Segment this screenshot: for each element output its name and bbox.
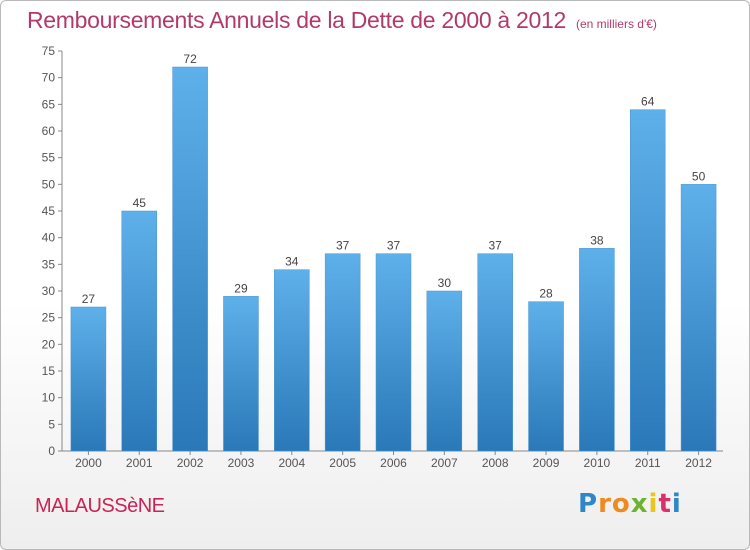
bar bbox=[375, 253, 412, 452]
y-tick-label: 0 bbox=[48, 444, 55, 458]
y-tick-label: 10 bbox=[42, 391, 56, 405]
bar-value-label: 27 bbox=[82, 292, 96, 306]
bar bbox=[223, 296, 259, 452]
bar-value-label: 37 bbox=[387, 239, 401, 253]
bar bbox=[426, 290, 463, 452]
chart-title: Remboursements Annuels de la Dette de 20… bbox=[27, 7, 657, 34]
x-tick-label: 2007 bbox=[431, 456, 458, 470]
bar bbox=[579, 248, 615, 452]
bar bbox=[172, 66, 208, 452]
x-tick-label: 2003 bbox=[228, 456, 255, 470]
bar-value-label: 64 bbox=[641, 95, 655, 109]
x-tick-label: 2011 bbox=[635, 456, 661, 470]
proxiti-logo-letter: r bbox=[598, 489, 612, 519]
bar-value-label: 50 bbox=[692, 169, 706, 183]
proxiti-logo-letter: o bbox=[611, 489, 631, 519]
y-tick-label: 45 bbox=[42, 204, 56, 218]
bar-value-label: 45 bbox=[133, 196, 147, 210]
bar-value-label: 38 bbox=[590, 233, 604, 247]
bar bbox=[528, 301, 564, 452]
x-tick-label: 2005 bbox=[329, 456, 356, 470]
bar-value-label: 72 bbox=[183, 52, 197, 66]
y-tick-label: 35 bbox=[42, 257, 56, 271]
proxiti-logo-letter: x bbox=[630, 489, 649, 519]
x-tick-label: 2000 bbox=[75, 456, 102, 470]
bar-value-label: 37 bbox=[336, 239, 350, 253]
proxiti-logo-letter: i bbox=[671, 489, 682, 519]
y-tick-label: 5 bbox=[48, 417, 55, 431]
y-tick-label: 55 bbox=[42, 151, 56, 165]
x-tick-label: 2006 bbox=[380, 456, 407, 470]
y-tick-label: 60 bbox=[42, 124, 56, 138]
y-tick-label: 25 bbox=[42, 311, 56, 325]
bar bbox=[274, 269, 310, 452]
y-tick-label: 75 bbox=[42, 44, 56, 58]
city-name: MALAUSSèNE bbox=[35, 495, 165, 517]
bar-value-label: 34 bbox=[285, 255, 299, 269]
bar-value-label: 28 bbox=[539, 287, 553, 301]
x-tick-label: 2002 bbox=[177, 456, 204, 470]
y-tick-label: 20 bbox=[42, 337, 56, 351]
x-tick-label: 2010 bbox=[584, 456, 611, 470]
x-tick-label: 2008 bbox=[482, 456, 509, 470]
bar bbox=[680, 184, 717, 452]
bar bbox=[477, 253, 513, 452]
proxiti-logo-letter: P bbox=[578, 489, 599, 519]
proxiti-logo-letter: i bbox=[648, 489, 659, 519]
y-tick-label: 30 bbox=[42, 284, 56, 298]
x-tick-label: 2001 bbox=[126, 456, 153, 470]
bar-value-label: 37 bbox=[489, 239, 503, 253]
bar bbox=[324, 253, 361, 452]
bar-value-label: 30 bbox=[438, 276, 452, 290]
x-tick-label: 2004 bbox=[278, 456, 305, 470]
y-tick-label: 15 bbox=[42, 364, 56, 378]
chart-title-text: Remboursements Annuels de la Dette de 20… bbox=[27, 7, 566, 33]
proxiti-logo-letter: t bbox=[658, 489, 672, 519]
y-tick-label: 65 bbox=[42, 97, 56, 111]
proxiti-logo: Proxiti bbox=[578, 489, 682, 519]
y-tick-label: 50 bbox=[42, 177, 56, 191]
bar bbox=[629, 109, 666, 452]
x-tick-label: 2012 bbox=[685, 456, 712, 470]
bar bbox=[121, 210, 158, 452]
y-tick-label: 70 bbox=[42, 71, 56, 85]
x-tick-label: 2009 bbox=[533, 456, 560, 470]
bar bbox=[70, 306, 107, 452]
y-tick-label: 40 bbox=[42, 231, 56, 245]
unit-label: (en milliers d'€) bbox=[575, 17, 657, 31]
bar-value-label: 29 bbox=[234, 281, 248, 295]
